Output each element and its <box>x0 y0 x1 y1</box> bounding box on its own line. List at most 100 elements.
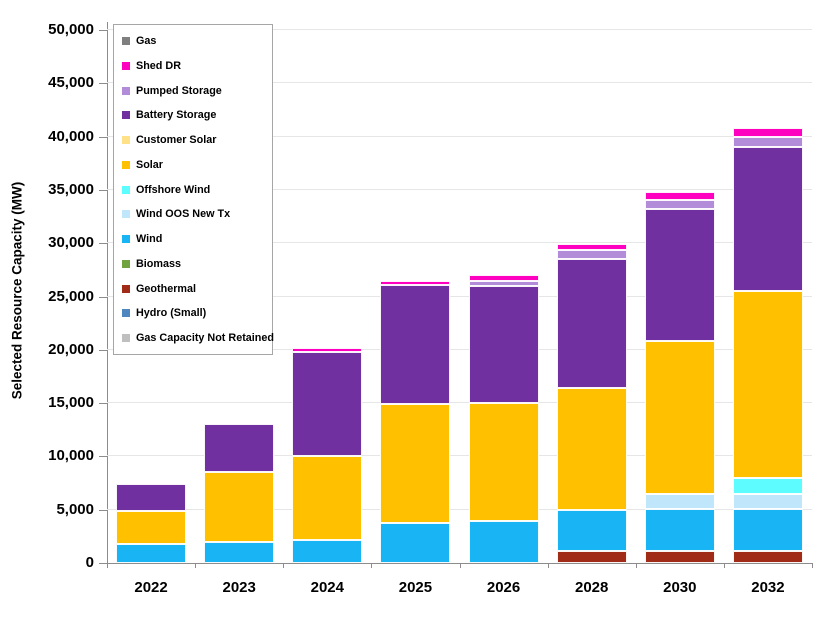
bar-segment <box>644 493 715 509</box>
bar-segment <box>556 509 627 552</box>
legend-swatch-icon <box>122 136 130 144</box>
bar-segment <box>468 285 539 404</box>
legend-swatch-icon <box>122 309 130 318</box>
legend-item-label: Pumped Storage <box>136 84 222 97</box>
legend-item: Wind OOS New Tx <box>122 208 270 220</box>
legend-item: Geothermal <box>122 283 270 295</box>
legend-item-label: Battery Storage <box>136 109 217 122</box>
bar-segment <box>292 539 363 563</box>
bar-2024 <box>292 30 363 563</box>
bar-segment <box>556 249 627 260</box>
y-axis-tick-label: 15,000 <box>48 394 94 412</box>
y-axis-tick-label: 30,000 <box>48 234 94 252</box>
x-axis-tick <box>371 563 373 568</box>
bar-2026 <box>468 30 539 563</box>
gridline <box>107 188 812 190</box>
bar-segment <box>732 477 803 494</box>
legend-item: Hydro (Small) <box>122 307 270 319</box>
bar-segment <box>644 199 715 210</box>
gridline <box>107 402 812 404</box>
legend-item-label: Hydro (Small) <box>136 307 207 320</box>
bar-2025 <box>380 30 451 563</box>
legend-item-label: Biomass <box>136 257 182 270</box>
y-axis-tick-label: 5,000 <box>56 500 94 518</box>
bar-segment <box>116 483 187 511</box>
legend-item: Battery Storage <box>122 109 270 121</box>
x-axis-label: 2026 <box>486 579 521 596</box>
legend-item: Wind <box>122 233 270 245</box>
y-axis-tick-label: 50,000 <box>48 21 94 38</box>
gridline <box>107 135 812 137</box>
legend-item: Offshore Wind <box>122 184 270 196</box>
bar-2032 <box>732 30 803 563</box>
x-axis-label: 2032 <box>751 579 785 596</box>
legend-item: Gas <box>122 35 270 47</box>
bar-segment <box>644 551 715 563</box>
legend-item: Biomass <box>122 258 270 270</box>
y-axis-tick-label: 35,000 <box>48 180 94 198</box>
gridline <box>107 455 812 457</box>
x-axis-label: 2023 <box>222 579 256 596</box>
legend-item: Solar <box>122 159 270 171</box>
y-axis-tick-label: 0 <box>85 554 94 571</box>
legend-item-label: Shed DR <box>136 59 181 72</box>
bar-segment <box>468 281 539 286</box>
bar-segment <box>380 404 451 523</box>
y-axis-tick-label: 25,000 <box>48 287 94 305</box>
x-axis-tick <box>195 563 197 568</box>
bar-segment <box>556 388 627 510</box>
x-axis-label: 2030 <box>663 579 697 596</box>
bar-segment <box>732 493 803 509</box>
legend-swatch-icon <box>122 235 130 243</box>
legend-item-label: Wind <box>136 233 163 245</box>
x-axis-label: 2025 <box>398 579 433 596</box>
legend-swatch-icon <box>122 334 130 342</box>
bar-segment <box>644 209 715 342</box>
x-axis-tick <box>547 563 549 568</box>
bar-segment <box>644 508 715 552</box>
bar-segment <box>468 520 539 563</box>
legend-item-label: Customer Solar <box>136 134 217 146</box>
plot-area <box>107 29 812 563</box>
y-axis-tick-label: 20,000 <box>48 340 94 358</box>
bar-segment <box>644 192 715 200</box>
legend-swatch-icon <box>122 210 130 219</box>
y-axis-tick <box>99 563 107 564</box>
legend-swatch-icon <box>122 185 130 194</box>
bar-segment <box>116 510 187 544</box>
bar-segment <box>380 280 451 286</box>
x-axis-tick <box>283 563 285 568</box>
legend-swatch-icon <box>122 259 130 268</box>
legend-item-label: Gas Capacity Not Retained <box>136 332 274 344</box>
legend-swatch-icon <box>122 37 130 45</box>
legend-swatch-icon <box>122 61 130 70</box>
bar-segment <box>732 291 803 478</box>
gridline <box>107 29 812 30</box>
legend-swatch-icon <box>122 111 130 120</box>
bar-segment <box>380 285 451 405</box>
bar-segment <box>732 136 803 148</box>
y-axis-tick-label: 40,000 <box>48 127 94 145</box>
y-axis-tick <box>99 349 107 351</box>
x-axis-tick <box>459 563 461 568</box>
bar-segment <box>292 456 363 540</box>
legend: Gas Shed DR Pumped Storage Battery Storage C… <box>113 24 274 355</box>
y-axis-tick-label: 10,000 <box>48 447 94 465</box>
legend-swatch-icon <box>122 284 130 293</box>
bar-segment <box>204 472 275 542</box>
gridline <box>107 295 812 297</box>
bar-segment <box>732 551 803 563</box>
bar-segment <box>468 275 539 282</box>
gridline <box>107 82 812 84</box>
x-axis-tick <box>812 563 813 568</box>
y-axis-tick <box>99 189 107 191</box>
y-axis-tick <box>99 509 107 511</box>
y-axis-tick <box>99 296 107 298</box>
y-axis-tick <box>99 456 107 458</box>
y-axis-tick-label: 45,000 <box>48 74 94 92</box>
y-axis-tick <box>99 243 107 245</box>
legend-item: Gas Capacity Not Retained <box>122 332 274 344</box>
bar-2023 <box>204 30 275 563</box>
x-axis-label: 2024 <box>310 579 344 596</box>
